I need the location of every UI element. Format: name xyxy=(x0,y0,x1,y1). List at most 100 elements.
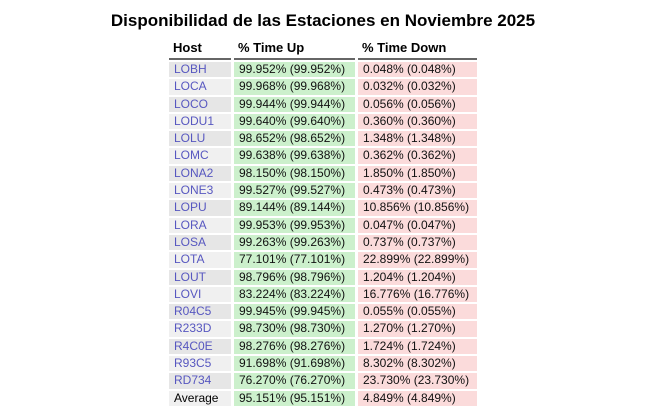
host-link[interactable]: LOMC xyxy=(174,148,209,163)
host-row: LOTA 77.101% (77.101%) 22.899% (22.899%) xyxy=(169,252,477,268)
time-up-cell: 99.527% (99.527%) xyxy=(234,183,355,199)
host-link[interactable]: R04C5 xyxy=(174,304,212,319)
host-cell: LOUT xyxy=(169,269,231,285)
average-row: Average 95.151% (95.151%) 4.849% (4.849%) xyxy=(169,390,477,406)
host-row: LOCA 99.968% (99.968%) 0.032% (0.032%) xyxy=(169,79,477,95)
host-cell: LOSA xyxy=(169,234,231,251)
time-down-cell: 0.048% (0.048%) xyxy=(358,62,477,78)
host-row: R4C0E 98.276% (98.276%) 1.724% (1.724%) xyxy=(169,338,477,355)
time-up-cell: 98.652% (98.652%) xyxy=(234,131,355,147)
host-link[interactable]: LODU1 xyxy=(174,113,215,128)
host-cell: LOCA xyxy=(169,79,231,95)
time-down-cell: 0.737% (0.737%) xyxy=(358,234,477,251)
host-link[interactable]: LOLU xyxy=(174,131,206,146)
host-cell: LOPU xyxy=(169,200,231,216)
time-down-cell: 23.730% (23.730%) xyxy=(358,373,477,389)
host-cell: LOTA xyxy=(169,252,231,268)
time-down-cell: 0.047% (0.047%) xyxy=(358,217,477,233)
host-link[interactable]: LOUT xyxy=(174,269,207,284)
host-row: LOPU 89.144% (89.144%) 10.856% (10.856%) xyxy=(169,200,477,216)
host-cell: R233D xyxy=(169,321,231,337)
time-up-cell: 98.730% (98.730%) xyxy=(234,321,355,337)
time-up-cell: 99.638% (99.638%) xyxy=(234,148,355,164)
host-cell: R4C0E xyxy=(169,338,231,355)
time-up-cell: 99.968% (99.968%) xyxy=(234,79,355,95)
time-down-cell: 0.362% (0.362%) xyxy=(358,148,477,164)
time-up-cell: 99.640% (99.640%) xyxy=(234,113,355,130)
host-link[interactable]: LOCO xyxy=(174,96,209,111)
time-down-cell: 1.204% (1.204%) xyxy=(358,269,477,285)
host-cell: LONA2 xyxy=(169,165,231,182)
column-header-time-down: % Time Down xyxy=(358,39,477,60)
time-up-cell: 98.150% (98.150%) xyxy=(234,165,355,182)
host-link[interactable]: LONE3 xyxy=(174,183,214,198)
host-link[interactable]: LOCA xyxy=(174,79,207,94)
time-up-cell: 95.151% (95.151%) xyxy=(234,390,355,406)
table-body: LOBH 99.952% (99.952%) 0.048% (0.048%) LOCA… xyxy=(169,62,477,406)
time-down-cell: 10.856% (10.856%) xyxy=(358,200,477,216)
column-header-host: Host xyxy=(169,39,231,60)
time-down-cell: 8.302% (8.302%) xyxy=(358,356,477,372)
host-row: LOUT 98.796% (98.796%) 1.204% (1.204%) xyxy=(169,269,477,285)
host-row: LONA2 98.150% (98.150%) 1.850% (1.850%) xyxy=(169,165,477,182)
time-up-cell: 99.952% (99.952%) xyxy=(234,62,355,78)
time-up-cell: 91.698% (91.698%) xyxy=(234,356,355,372)
time-down-cell: 0.360% (0.360%) xyxy=(358,113,477,130)
host-link[interactable]: LOBH xyxy=(174,62,207,76)
host-row: LOBH 99.952% (99.952%) 0.048% (0.048%) xyxy=(169,62,477,78)
host-cell: RD734 xyxy=(169,373,231,389)
host-link[interactable]: LORA xyxy=(174,217,207,232)
host-row: LODU1 99.640% (99.640%) 0.360% (0.360%) xyxy=(169,113,477,130)
availability-table: Host % Time Up % Time Down LOBH 99.952% (… xyxy=(166,37,480,408)
time-up-cell: 99.263% (99.263%) xyxy=(234,234,355,251)
time-down-cell: 0.055% (0.055%) xyxy=(358,304,477,320)
time-up-cell: 76.270% (76.270%) xyxy=(234,373,355,389)
host-cell: LORA xyxy=(169,217,231,233)
host-cell: LODU1 xyxy=(169,113,231,130)
host-row: LOVI 83.224% (83.224%) 16.776% (16.776%) xyxy=(169,286,477,303)
host-cell: LONE3 xyxy=(169,183,231,199)
host-link[interactable]: R93C5 xyxy=(174,356,212,371)
host-cell: LOBH xyxy=(169,62,231,78)
table-header: Host % Time Up % Time Down xyxy=(169,39,477,60)
time-up-cell: 99.944% (99.944%) xyxy=(234,96,355,112)
time-down-cell: 1.270% (1.270%) xyxy=(358,321,477,337)
average-label-cell: Average xyxy=(169,390,231,406)
host-link[interactable]: LOTA xyxy=(174,252,205,267)
time-up-cell: 99.945% (99.945%) xyxy=(234,304,355,320)
host-row: LORA 99.953% (99.953%) 0.047% (0.047%) xyxy=(169,217,477,233)
host-cell: R04C5 xyxy=(169,304,231,320)
header-row: Host % Time Up % Time Down xyxy=(169,39,477,60)
host-cell: LOMC xyxy=(169,148,231,164)
host-link[interactable]: LONA2 xyxy=(174,165,214,180)
time-up-cell: 99.953% (99.953%) xyxy=(234,217,355,233)
host-row: R93C5 91.698% (91.698%) 8.302% (8.302%) xyxy=(169,356,477,372)
time-up-cell: 89.144% (89.144%) xyxy=(234,200,355,216)
time-up-cell: 98.276% (98.276%) xyxy=(234,338,355,355)
host-row: RD734 76.270% (76.270%) 23.730% (23.730%) xyxy=(169,373,477,389)
availability-report-page: Disponibilidad de las Estaciones en Novi… xyxy=(0,11,646,420)
time-down-cell: 0.056% (0.056%) xyxy=(358,96,477,112)
time-down-cell: 4.849% (4.849%) xyxy=(358,390,477,406)
host-row: R233D 98.730% (98.730%) 1.270% (1.270%) xyxy=(169,321,477,337)
host-link[interactable]: R4C0E xyxy=(174,338,213,353)
host-link[interactable]: LOVI xyxy=(174,286,202,301)
host-link[interactable]: LOPU xyxy=(174,200,207,215)
time-up-cell: 83.224% (83.224%) xyxy=(234,286,355,303)
host-row: R04C5 99.945% (99.945%) 0.055% (0.055%) xyxy=(169,304,477,320)
time-up-cell: 98.796% (98.796%) xyxy=(234,269,355,285)
host-link[interactable]: R233D xyxy=(174,321,212,336)
host-cell: LOVI xyxy=(169,286,231,303)
time-up-cell: 77.101% (77.101%) xyxy=(234,252,355,268)
page-title: Disponibilidad de las Estaciones en Novi… xyxy=(110,11,536,30)
column-header-time-up: % Time Up xyxy=(234,39,355,60)
host-row: LOSA 99.263% (99.263%) 0.737% (0.737%) xyxy=(169,234,477,251)
host-row: LOLU 98.652% (98.652%) 1.348% (1.348%) xyxy=(169,131,477,147)
time-down-cell: 16.776% (16.776%) xyxy=(358,286,477,303)
host-link[interactable]: RD734 xyxy=(174,373,212,388)
host-row: LOCO 99.944% (99.944%) 0.056% (0.056%) xyxy=(169,96,477,112)
host-link[interactable]: LOSA xyxy=(174,234,207,249)
time-down-cell: 0.032% (0.032%) xyxy=(358,79,477,95)
time-down-cell: 1.348% (1.348%) xyxy=(358,131,477,147)
host-row: LONE3 99.527% (99.527%) 0.473% (0.473%) xyxy=(169,183,477,199)
